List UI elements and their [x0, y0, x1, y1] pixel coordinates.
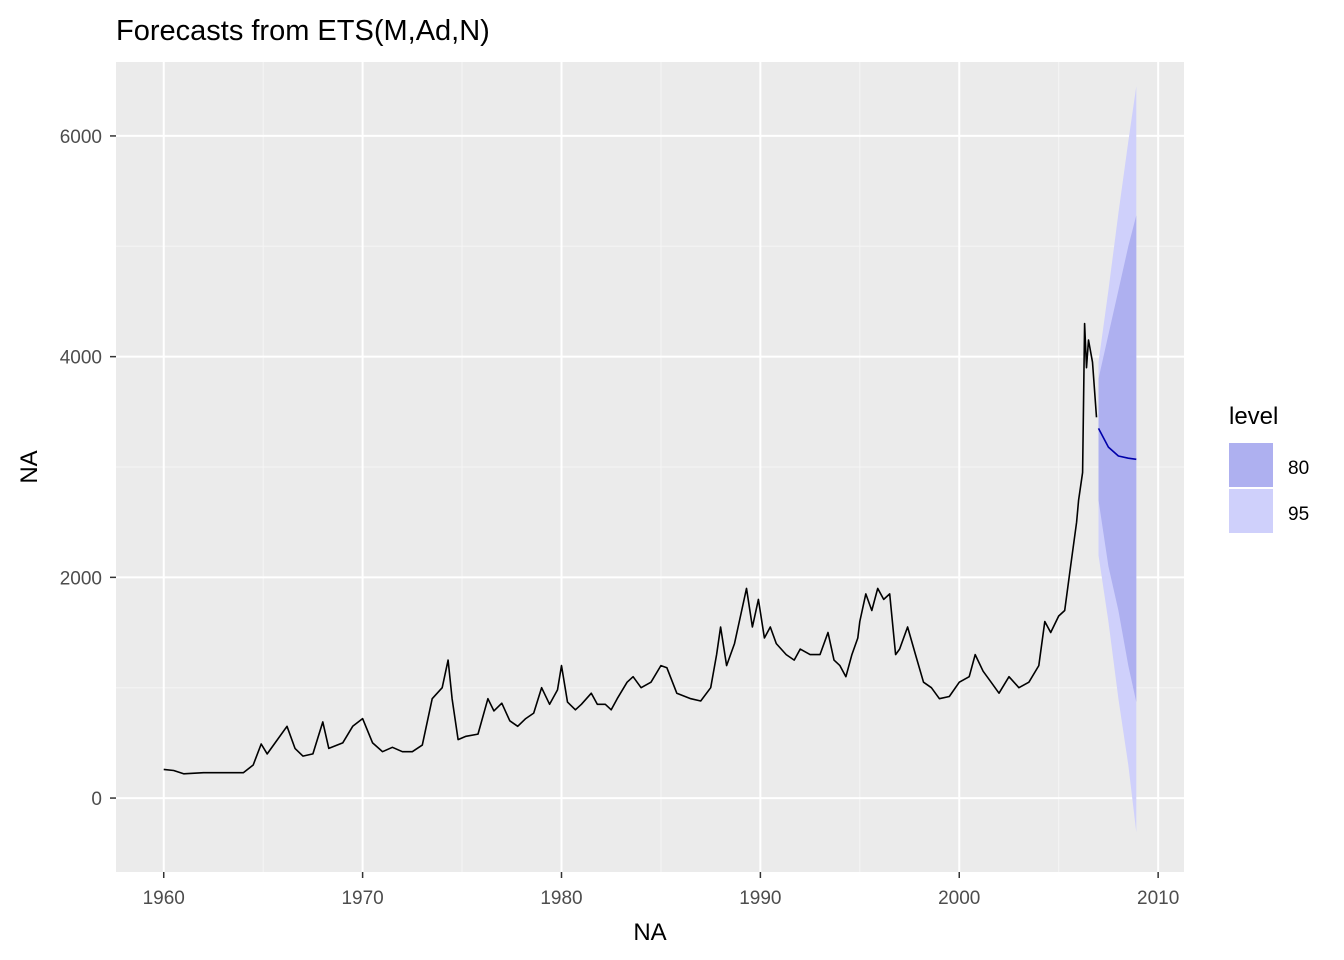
x-axis-title: NA	[633, 919, 666, 946]
legend-key-95	[1229, 489, 1273, 533]
x-tick-label: 1980	[540, 888, 582, 909]
y-axis: 0 2000 4000 6000	[60, 127, 116, 810]
forecast-line	[1097, 428, 1137, 461]
grid-minor	[116, 62, 1184, 872]
y-axis-title: NA	[16, 450, 43, 483]
legend-title: level	[1229, 403, 1278, 430]
band-80	[1098, 215, 1137, 703]
legend: level 80 95	[1229, 403, 1309, 533]
y-tick-label: 2000	[60, 568, 102, 589]
x-tick-label: 2010	[1137, 888, 1179, 909]
chart-title: Forecasts from ETS(M,Ad,N)	[116, 15, 490, 47]
prediction-intervals	[1098, 86, 1137, 833]
legend-label-80: 80	[1288, 458, 1309, 479]
grid-major	[116, 62, 1184, 872]
x-tick-label: 1990	[739, 888, 781, 909]
y-tick-label: 4000	[60, 348, 102, 369]
series-lines	[163, 322, 1137, 775]
x-tick-label: 2000	[938, 888, 980, 909]
x-tick-label: 1960	[143, 888, 185, 909]
x-axis: 1960 1970 1980 1990 2000 2010	[143, 872, 1179, 909]
y-tick-label: 6000	[60, 127, 102, 148]
y-tick-label: 0	[91, 789, 102, 810]
legend-key-80	[1229, 443, 1273, 487]
x-tick-label: 1970	[341, 888, 383, 909]
history-line	[163, 322, 1098, 775]
legend-label-95: 95	[1288, 504, 1309, 525]
